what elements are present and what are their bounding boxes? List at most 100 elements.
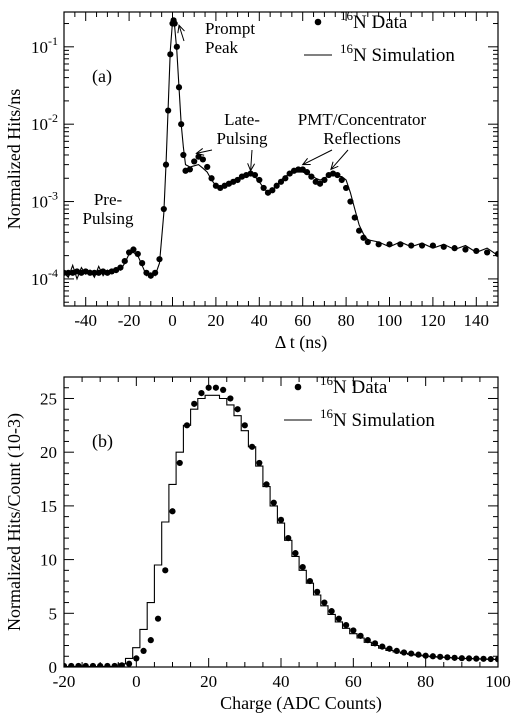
data-point	[277, 178, 285, 185]
data-point	[97, 662, 104, 667]
x-tick-label: 60	[294, 311, 311, 330]
y-tick-base: 10	[31, 193, 48, 212]
legend-label: N Data	[353, 12, 408, 33]
x-tick-label: 80	[417, 672, 434, 691]
data-area	[64, 384, 498, 667]
x-tick-label: 100	[377, 311, 403, 330]
data-point	[140, 647, 147, 654]
y-tick-base: 10	[31, 115, 48, 134]
data-point	[154, 615, 162, 622]
legend-entry: 16N Simulation	[320, 406, 435, 431]
data-point	[400, 649, 408, 656]
data-point	[198, 390, 205, 397]
y-tick-exponent: -1	[48, 34, 58, 48]
series-step-line	[64, 394, 498, 667]
data-point	[89, 662, 97, 667]
y-tick-label: 20	[40, 443, 57, 462]
x-tick-label: 140	[464, 311, 490, 330]
data-point	[227, 395, 234, 402]
x-tick-label: 20	[207, 311, 224, 330]
annotation-label: Prompt	[205, 19, 255, 38]
data-point	[408, 242, 415, 249]
series-0	[64, 384, 498, 667]
data-point	[285, 535, 292, 542]
annotation-arrow-head	[301, 158, 311, 166]
data-point	[241, 422, 248, 429]
x-tick-label: 20	[200, 672, 217, 691]
data-point	[191, 158, 198, 165]
legend-entry: 16N Data	[340, 8, 408, 33]
data-point	[408, 650, 415, 657]
data-point	[204, 163, 211, 171]
legend-marker-dot	[294, 383, 302, 391]
data-point	[462, 246, 469, 253]
data-point	[316, 180, 324, 187]
data-point	[484, 249, 491, 256]
data-point	[82, 662, 89, 667]
x-axis-label: Δ t (ns)	[275, 332, 328, 353]
legend-entry: 16N Data	[320, 373, 388, 398]
y-axis-label: Normalized Hits/Count (10-3)	[4, 413, 25, 631]
data-point	[292, 550, 299, 557]
annotation-arrow-line	[178, 25, 185, 42]
legend-sup: 16	[340, 8, 354, 23]
data-point	[126, 660, 133, 667]
y-tick-label: 10	[40, 551, 57, 570]
legend-sup: 16	[340, 41, 354, 56]
data-point	[451, 245, 458, 252]
annotation-label: PMT/Concentrator	[298, 110, 427, 129]
annotations: PromptPeakLate-PulsingPMT/ConcentratorRe…	[82, 19, 426, 228]
data-area	[64, 17, 498, 281]
x-tick-label: -20	[53, 672, 76, 691]
data-point	[335, 615, 342, 622]
data-point	[220, 386, 227, 393]
annotation-arrow-line	[196, 149, 213, 154]
x-tick-label: 40	[273, 672, 290, 691]
legend-label: N Simulation	[353, 45, 455, 66]
data-point	[415, 651, 422, 658]
data-point	[169, 508, 176, 515]
data-point	[379, 643, 386, 650]
data-point	[133, 655, 140, 662]
data-point	[186, 166, 193, 173]
data-point	[282, 175, 289, 182]
x-tick-label: 120	[420, 311, 446, 330]
y-axis-label: Normalized Hits/ns	[4, 89, 24, 229]
legend-marker-dot	[314, 18, 322, 26]
data-point	[75, 662, 82, 667]
annotation-arrow-line	[302, 149, 333, 166]
y-tick-label: 0	[49, 658, 58, 677]
series-line	[64, 20, 498, 281]
x-tick-label: 100	[485, 672, 511, 691]
annotation-label: Pulsing	[82, 209, 134, 228]
annotation-arrow-head	[195, 148, 205, 156]
annotation-arrow-line	[250, 149, 253, 171]
data-point	[393, 647, 400, 654]
data-point	[212, 384, 219, 391]
annotation-label: Pre-	[94, 190, 123, 209]
legend: 16N Data 16N Simulation	[284, 373, 435, 431]
y-tick-label: 10-1	[31, 34, 58, 57]
y-tick-exponent: -4	[48, 266, 58, 280]
x-tick-label: 0	[132, 672, 141, 691]
data-point	[147, 637, 154, 644]
data-point	[199, 156, 206, 163]
data-point	[134, 250, 141, 258]
data-point	[321, 599, 328, 606]
data-point	[162, 567, 169, 574]
legend-sup: 16	[320, 373, 334, 388]
data-point	[295, 166, 302, 173]
data-point	[191, 400, 198, 407]
y-tick-label: 10-3	[31, 189, 58, 212]
data-point	[234, 406, 241, 413]
annotation-label: Late-	[224, 110, 260, 129]
data-point	[68, 662, 75, 667]
legend-label: N Data	[333, 377, 388, 398]
annotation-arrow-head	[247, 163, 256, 172]
annotation-arrow-line	[330, 149, 349, 170]
annotation-label: Pulsing	[216, 129, 268, 148]
x-tick-label: -40	[74, 311, 97, 330]
annotation-label: Reflections	[323, 129, 400, 148]
